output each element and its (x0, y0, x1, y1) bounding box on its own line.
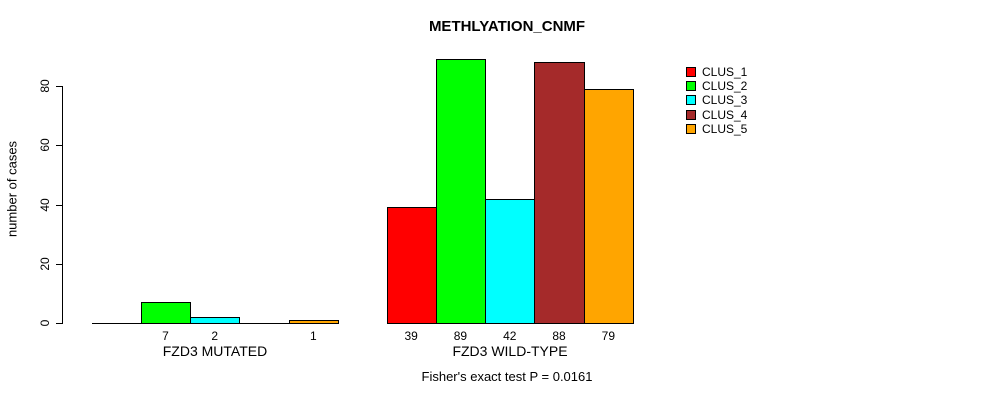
y-axis-tick-label: 80 (38, 79, 52, 93)
bar-value-label: 7 (162, 329, 169, 343)
bar-value-label: 89 (453, 329, 468, 343)
bar-value-label: 2 (211, 329, 219, 343)
legend-label: CLUS_1 (702, 64, 748, 79)
bar (583, 88, 634, 324)
legend-label: CLUS_4 (702, 107, 748, 122)
x-group-label-fzd3-mutated: FZD3 MUTATED (162, 343, 268, 359)
y-axis-tick-label: 0 (38, 319, 52, 327)
y-axis-tick (56, 263, 62, 265)
y-axis-tick (56, 86, 62, 87)
bar (485, 198, 536, 324)
y-axis-tick-label: 20 (38, 257, 52, 271)
y-axis-tick (56, 145, 62, 147)
y-axis-line (62, 86, 63, 324)
chart-title: METHLYATION_CNMF (428, 18, 586, 35)
bar (190, 317, 241, 324)
y-axis-tick-label: 40 (38, 197, 52, 212)
legend-swatch-icon (686, 80, 696, 91)
legend-label: CLUS_5 (702, 122, 748, 137)
x-group-label-fzd3-wild-type: FZD3 WILD-TYPE (452, 343, 568, 359)
y-axis-tick (56, 204, 62, 206)
bar (140, 302, 192, 324)
y-axis-tick (56, 323, 62, 324)
legend-label: CLUS_3 (702, 93, 748, 108)
bar-value-label: 42 (503, 329, 517, 343)
legend-label: CLUS_2 (702, 78, 748, 93)
bar-value-label: 39 (404, 329, 418, 343)
bar-value-label: 1 (310, 329, 317, 343)
bar (534, 62, 585, 324)
legend-swatch-icon (686, 95, 696, 106)
legend-swatch-icon (686, 109, 696, 120)
legend-swatch-icon (686, 66, 696, 77)
fisher-test-subtitle: Fisher's exact test P = 0.0161 (421, 369, 593, 384)
y-axis-title: number of cases (4, 140, 20, 238)
bar-value-label: 88 (552, 329, 566, 343)
y-axis-tick-label: 60 (38, 138, 52, 152)
bar (386, 207, 437, 324)
legend-swatch-icon (686, 124, 696, 135)
bar-value-label: 79 (601, 329, 616, 343)
bar (288, 320, 339, 324)
bar (435, 59, 487, 324)
